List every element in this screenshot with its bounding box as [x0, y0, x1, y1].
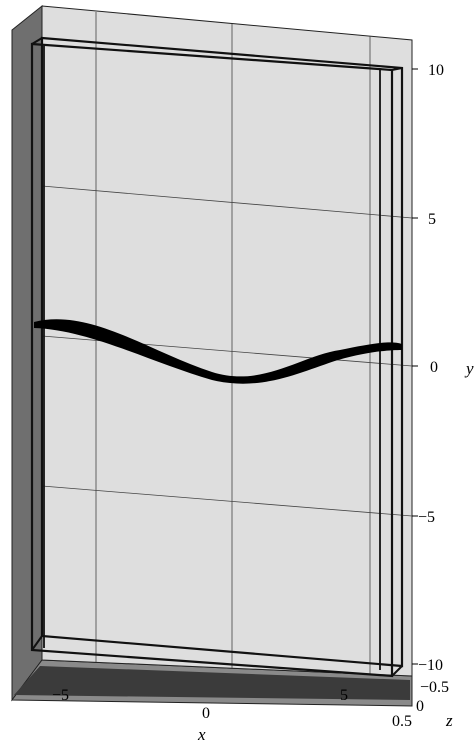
back-pane — [41, 5, 413, 677]
x-tick-label: −5 — [52, 687, 69, 704]
domain-box-edge — [391, 665, 403, 677]
wave-surface — [34, 319, 402, 384]
y-tick-label: −5 — [418, 509, 435, 526]
grid-y-neg5 — [41, 485, 413, 517]
y-tick-label: 0 — [430, 359, 438, 376]
y-tick-label: 10 — [428, 62, 444, 79]
domain-box-edge — [31, 37, 43, 45]
x-tick-label: 5 — [340, 687, 348, 704]
left-pane — [11, 4, 43, 702]
domain-box-edge — [31, 635, 43, 651]
x-axis-label: x — [197, 725, 206, 744]
grid-y-5 — [41, 185, 413, 219]
y-axis-label: y — [464, 359, 474, 378]
z-tick-label: 0 — [416, 698, 424, 715]
z-axis-label: z — [445, 711, 453, 730]
floor-strip — [14, 666, 410, 700]
x-tick-label: 0 — [202, 705, 210, 722]
domain-box-edge — [391, 67, 403, 71]
y-tick-label: −10 — [418, 657, 443, 674]
z-tick-label: −0.5 — [420, 679, 449, 696]
y-tick-label: 5 — [428, 211, 436, 228]
z-tick-label: 0.5 — [392, 713, 412, 730]
